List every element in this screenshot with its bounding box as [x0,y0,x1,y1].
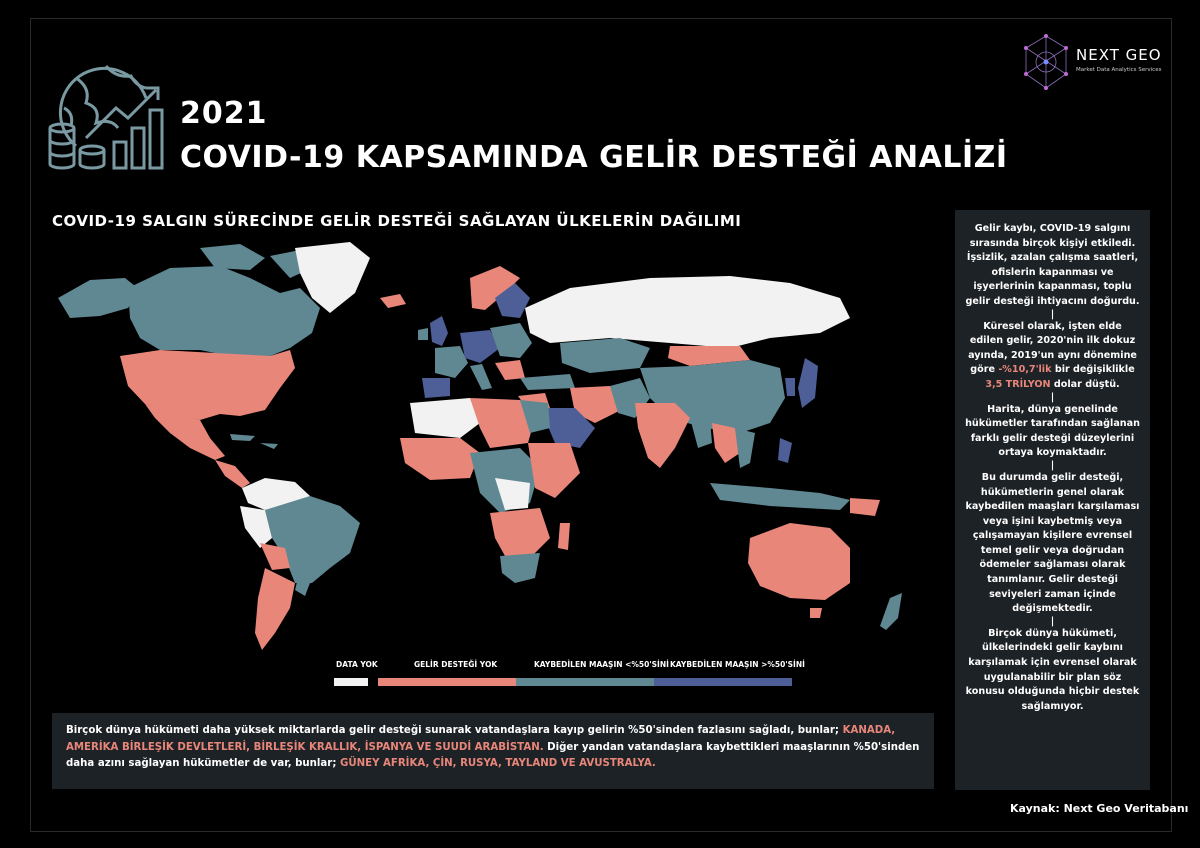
region-kazakhstan [560,338,650,373]
region-central-europe [460,330,500,363]
region-myanmar [690,418,712,448]
info-separator: | [1050,615,1055,627]
brand-tagline: Market Data Analytics Services [1076,67,1162,73]
region-png [850,498,880,516]
info-paragraph-2: Küresel olarak, işten elde edilen gelir,… [965,320,1140,393]
summary-highlight-2: GÜNEY AFRİKA, ÇİN, RUSYA, TAYLAND VE AVU… [339,758,656,769]
region-west-africa [400,438,480,480]
region-mexico [145,404,225,460]
next-geo-logo [1024,34,1068,90]
region-vietnam [735,428,755,468]
page-frame [30,18,1172,832]
legend-swatch-no-data [334,678,368,686]
region-canada [128,266,320,356]
region-australia [748,523,850,600]
region-france [435,346,468,378]
info-paragraph-4: Bu durumda gelir desteği, hükümetlerin g… [965,471,1140,615]
region-peru [240,506,272,548]
region-iceland [380,294,406,308]
legend-swatch-over-50 [654,678,792,686]
region-spain [422,378,450,398]
legend-label-no-data: DATA YOK [336,660,378,669]
region-south-africa [500,553,540,583]
region-argentina-chile [255,568,295,650]
region-philippines [778,438,792,463]
region-italy [470,364,492,390]
brand-name: NEXT GEO [1076,46,1162,64]
region-bolivia [260,543,290,570]
info-separator: | [1050,459,1055,471]
region-norway [470,266,520,310]
region-north-africa-w [410,398,480,438]
page-title: COVID-19 KAPSAMINDA GELİR DESTEĞİ ANALİZ… [180,140,1008,175]
legend-swatch-no-support [378,678,516,686]
map-subtitle: COVID-19 SALGIN SÜRECİNDE GELİR DESTEĞİ … [52,212,742,230]
region-egypt [520,400,550,433]
report-year: 2021 [180,96,268,131]
region-central-america [215,460,250,488]
region-new-zealand [880,593,902,630]
region-uruguay [295,578,310,596]
region-balkans [495,360,525,380]
summary-highlight-1: KANADA, AMERİKA BİRLEŞİK DEVLETLERİ, BİR… [66,725,896,753]
region-india [635,403,690,468]
info-paragraph-3: Harita, dünya genelinde hükümetler taraf… [965,403,1140,459]
info-paragraph-5: Birçok dünya hükümeti, ülkelerindeki gel… [965,627,1140,712]
region-indonesia [710,483,850,510]
region-drc [495,478,530,510]
region-turkey [520,374,575,390]
region-greenland [295,242,370,313]
region-ireland [418,328,428,340]
world-map [58,242,902,650]
region-thailand [712,423,740,463]
legend-label-no-support: GELİR DESTEĞİ YOK [414,660,498,669]
region-caribbean [230,434,278,449]
source-credit: Kaynak: Next Geo Veritabanı [1010,802,1189,815]
region-korea [785,378,795,396]
region-alaska [58,278,140,318]
region-uk [430,316,448,346]
region-east-africa [528,443,580,498]
info-p2-highlight-2: 3,5 TRİLYON [985,378,1051,390]
summary-text-1: Birçok dünya hükümeti daha yüksek miktar… [66,725,843,736]
info-paragraph-1: Gelir kaybı, COVID-19 salgını sırasında … [965,223,1140,307]
info-separator: | [1050,308,1055,320]
region-eastern-europe [490,323,532,358]
region-iran [570,386,625,423]
info-p2-c: dolar düştü. [1050,378,1120,390]
info-p2-b: bir değişiklikle [1051,364,1135,376]
region-russia [525,276,850,348]
info-p2-highlight-1: -%10,7'lik [998,364,1052,376]
region-north-africa-e [470,398,535,448]
region-japan [798,358,818,408]
region-madagascar [558,523,570,550]
region-tasmania [810,608,822,618]
region-canada-islands [200,244,312,278]
globe-growth-icon [48,65,164,170]
legend-label-over-50: KAYBEDİLEN MAAŞIN >%50'SİNİ [670,660,805,669]
legend-label-under-50: KAYBEDİLEN MAAŞIN <%50'SİNİ [534,660,669,669]
summary-box: Birçok dünya hükümeti daha yüksek miktar… [52,713,934,789]
region-sweden-finland [495,283,530,318]
region-usa [120,350,295,420]
region-mongolia [668,346,750,366]
summary-text-2: Diğer yandan vatandaşlara kaybettikleri … [66,741,920,770]
region-southern-africa [490,508,550,558]
info-separator: | [1050,391,1055,403]
region-brazil [265,496,360,583]
region-saudi [540,408,595,448]
info-panel: Gelir kaybı, COVID-19 salgını sırasında … [955,210,1150,790]
legend-swatch-under-50 [516,678,654,686]
info-p2-a: Küresel olarak, işten elde edilen gelir,… [968,320,1137,376]
